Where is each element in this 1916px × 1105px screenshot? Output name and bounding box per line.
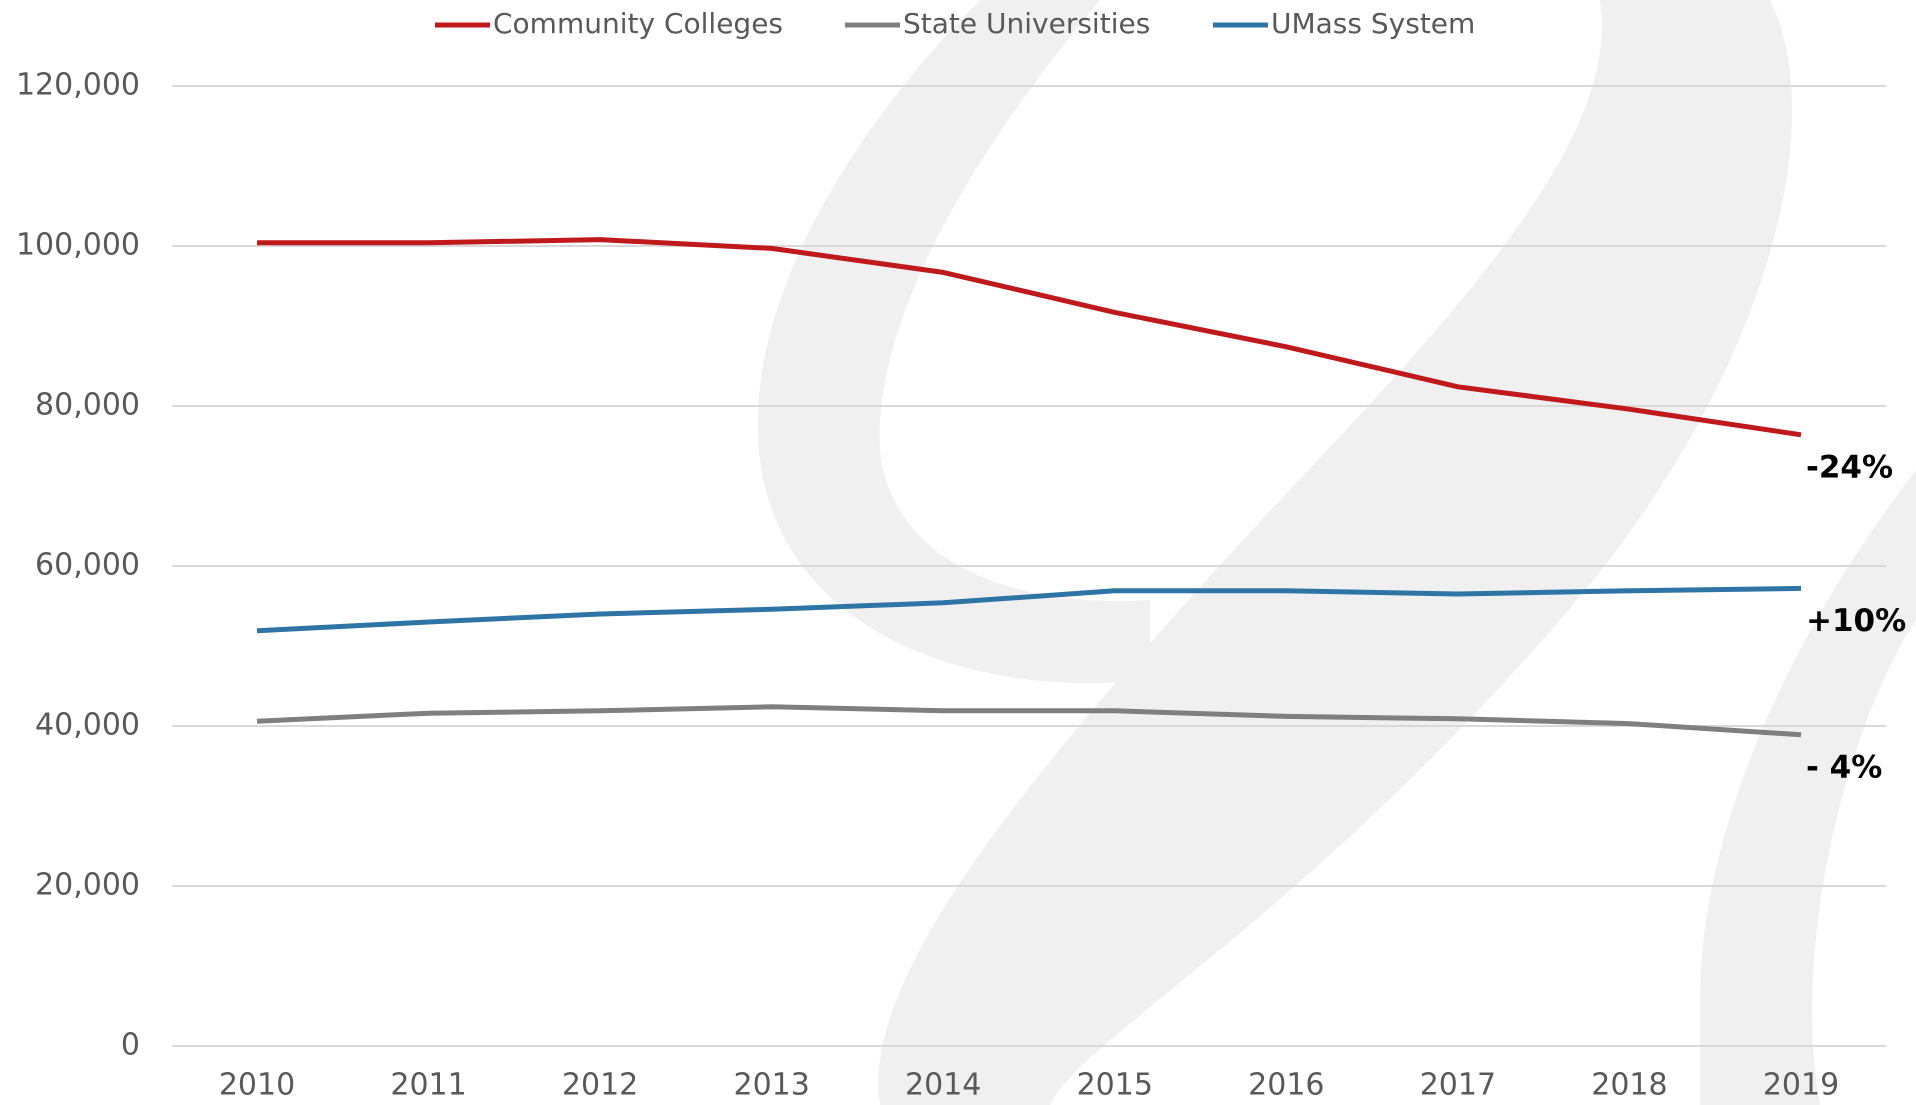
- legend-label: UMass System: [1271, 7, 1475, 40]
- watermark: [758, 0, 1916, 1105]
- x-tick-label: 2012: [562, 1068, 638, 1103]
- x-tick-label: 2019: [1763, 1068, 1839, 1103]
- x-tick-label: 2011: [390, 1068, 466, 1103]
- end-label: -24%: [1806, 449, 1893, 485]
- series-line: [257, 707, 1801, 735]
- y-tick-label: 0: [121, 1028, 140, 1063]
- y-tick-label: 60,000: [35, 548, 140, 583]
- chart: 0 20,000 40,000 60,000 80,000 100,000 120,000 2…: [0, 0, 1916, 1105]
- x-tick-label: 2018: [1591, 1068, 1667, 1103]
- y-tick-label: 120,000: [16, 68, 140, 103]
- x-tick-label: 2010: [219, 1068, 295, 1103]
- y-tick-label: 100,000: [16, 228, 140, 263]
- y-tick-label: 40,000: [35, 708, 140, 743]
- end-label: +10%: [1806, 603, 1906, 639]
- y-tick-label: 20,000: [35, 868, 140, 903]
- x-tick-label: 2015: [1077, 1068, 1153, 1103]
- x-tick-label: 2017: [1420, 1068, 1496, 1103]
- x-tick-label: 2013: [733, 1068, 809, 1103]
- x-tick-label: 2016: [1248, 1068, 1324, 1103]
- legend-label: State Universities: [903, 7, 1150, 40]
- y-tick-label: 80,000: [35, 388, 140, 423]
- legend-label: Community Colleges: [493, 7, 783, 40]
- x-tick-label: 2014: [905, 1068, 981, 1103]
- end-label: - 4%: [1806, 749, 1882, 785]
